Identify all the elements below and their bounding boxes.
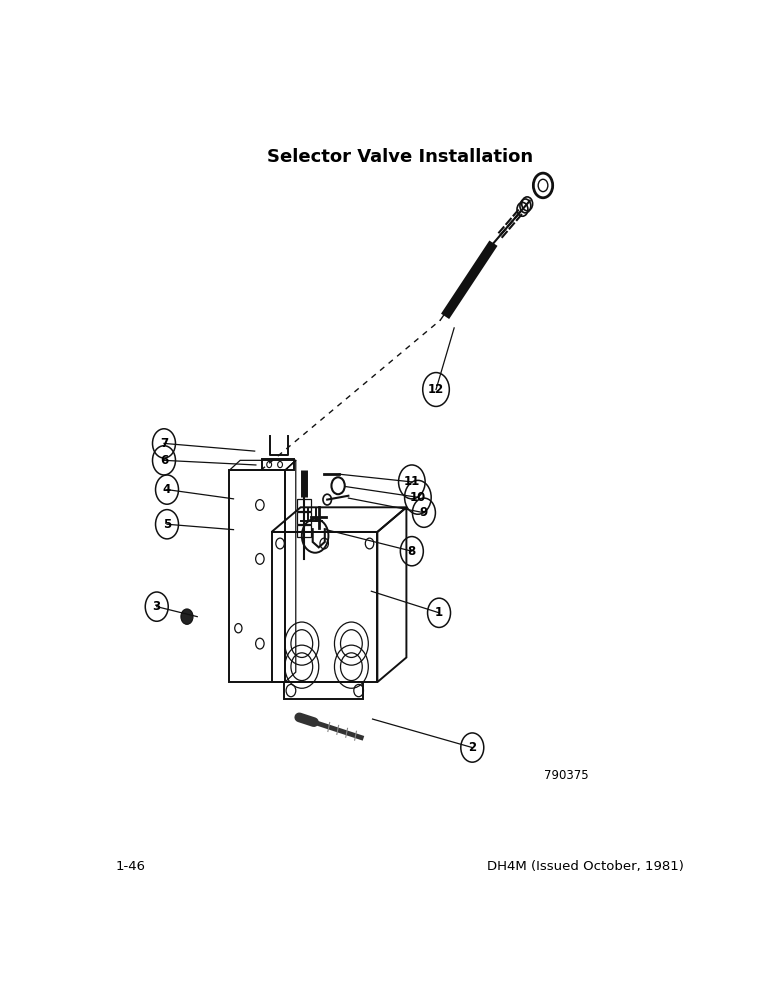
Text: 3: 3	[153, 600, 161, 613]
Text: 10: 10	[410, 491, 426, 504]
Text: 12: 12	[428, 383, 444, 396]
Text: 7: 7	[160, 437, 168, 450]
Text: 2: 2	[468, 741, 477, 754]
Circle shape	[181, 609, 193, 624]
Text: 4: 4	[163, 483, 171, 496]
Text: Selector Valve Installation: Selector Valve Installation	[267, 148, 533, 166]
Text: 1-46: 1-46	[115, 860, 146, 873]
Text: 9: 9	[420, 506, 428, 519]
Text: 790375: 790375	[544, 769, 588, 782]
Text: 6: 6	[160, 454, 168, 467]
Text: 5: 5	[163, 518, 171, 531]
Text: 8: 8	[408, 545, 416, 558]
Text: 11: 11	[404, 475, 420, 488]
Text: 1: 1	[435, 606, 443, 619]
Text: DH4M (Issued October, 1981): DH4M (Issued October, 1981)	[487, 860, 684, 873]
